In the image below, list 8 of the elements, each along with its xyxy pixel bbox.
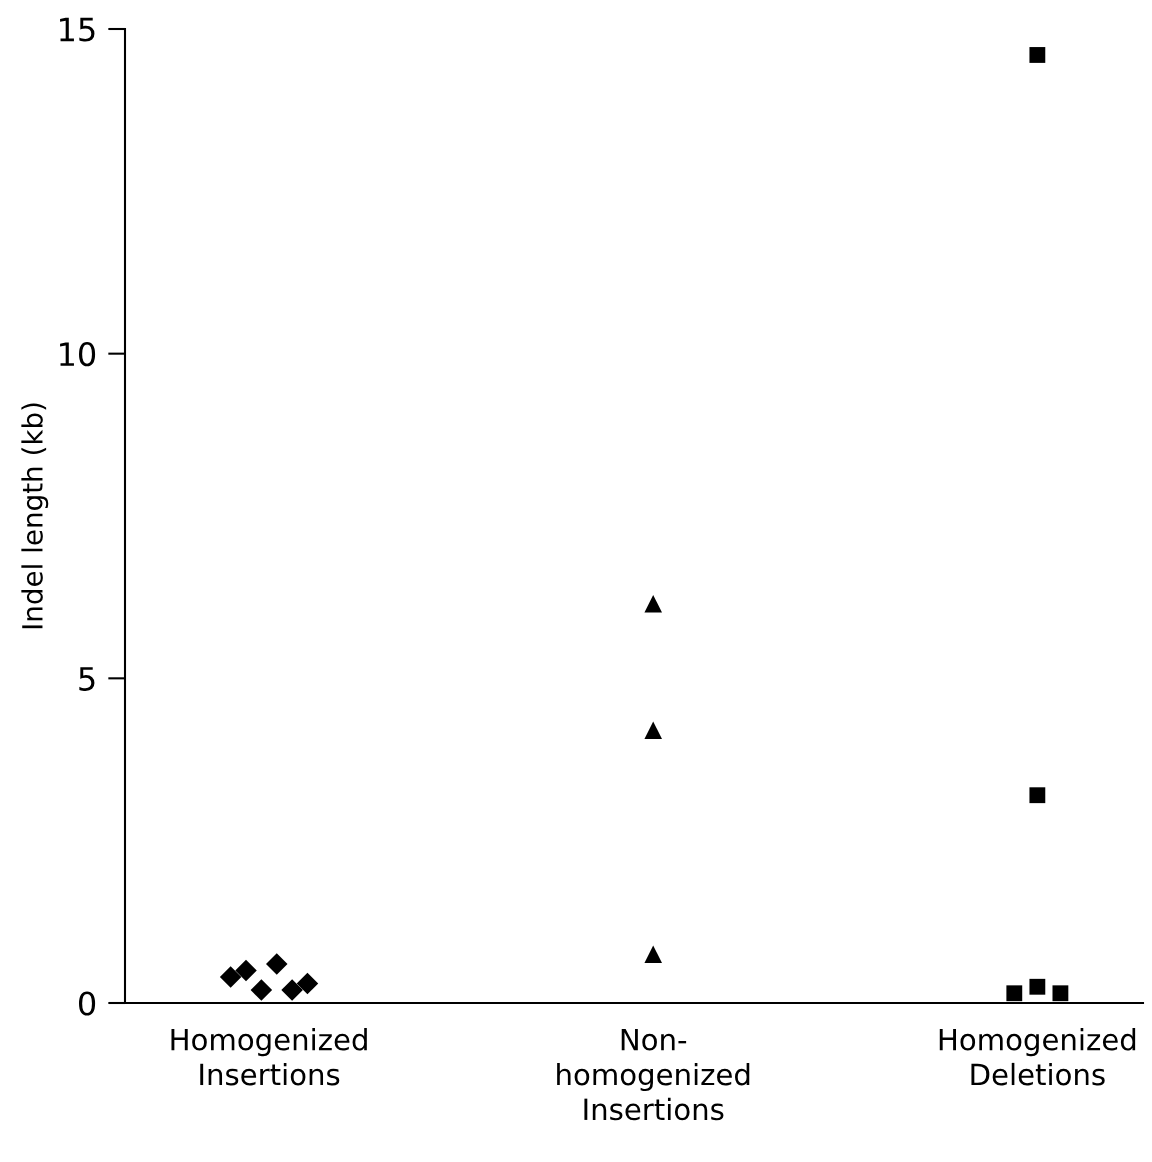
y-tick-label: 0 (79, 991, 96, 1016)
x-tick-label: Non- homogenized Insertions (557, 1028, 750, 1121)
y-tick-label: 10 (60, 342, 96, 367)
y-tick-label: 5 (79, 667, 95, 691)
y-axis-title: Indel length (kb) (21, 403, 49, 629)
x-tick-label: Homogenized Deletions (939, 1028, 1136, 1086)
y-tick-label: 15 (60, 17, 95, 42)
x-tick-label: Homogenized Insertions (171, 1028, 367, 1086)
